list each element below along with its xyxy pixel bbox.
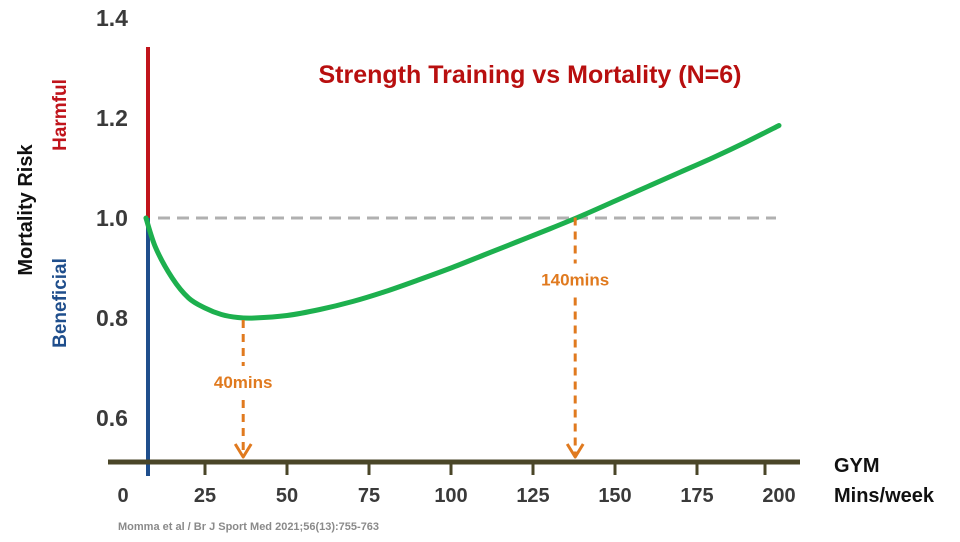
annotation-arrow-icon xyxy=(233,443,253,459)
y-tick-label: 1.2 xyxy=(96,105,128,131)
annotation-arrow-icon xyxy=(565,443,585,459)
chart-title: Strength Training vs Mortality (N=6) xyxy=(319,61,742,89)
labels-layer: 0 25 50 75 100 125 150 175 200 0.6 0.8 1.0 1.2 1.4 xyxy=(96,5,796,507)
x-tick-label: 150 xyxy=(598,485,631,507)
mortality-curve xyxy=(143,123,782,321)
x-tick-label: 75 xyxy=(358,485,380,507)
annotation-layer: 40mins 140mins xyxy=(214,217,609,459)
y-tick-label: 0.6 xyxy=(96,405,128,431)
x-tick-label: 0 xyxy=(117,485,128,507)
annotation-label: 40mins xyxy=(214,373,273,392)
x-tick-label: 175 xyxy=(680,485,713,507)
y-tick-label: 0.8 xyxy=(96,305,128,331)
x-tick-label: 125 xyxy=(516,485,549,507)
annotation-label: 140mins xyxy=(541,271,609,290)
x-axis-label-line1: GYM xyxy=(834,455,880,477)
x-tick-label: 25 xyxy=(194,485,216,507)
series-layer xyxy=(143,123,782,321)
x-tick-label: 200 xyxy=(762,485,795,507)
beneficial-label: Beneficial xyxy=(50,258,71,348)
x-tick-label: 100 xyxy=(434,485,467,507)
citation: Momma et al / Br J Sport Med 2021;56(13)… xyxy=(118,521,379,533)
y-axis-label: Mortality Risk xyxy=(15,144,37,276)
y-tick-label: 1.4 xyxy=(96,5,128,31)
x-tick-label: 50 xyxy=(276,485,298,507)
y-tick-label: 1.0 xyxy=(96,205,128,231)
axes-layer xyxy=(108,47,800,476)
x-axis-label-line2: Mins/week xyxy=(834,485,935,507)
harmful-label: Harmful xyxy=(50,79,71,151)
